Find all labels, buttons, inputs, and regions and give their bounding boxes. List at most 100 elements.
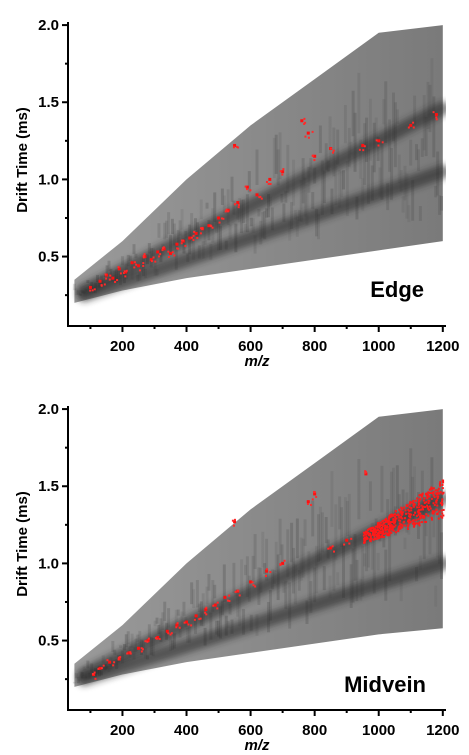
red-cluster-point bbox=[411, 519, 414, 522]
red-cluster-point bbox=[423, 516, 426, 519]
red-feature-point bbox=[412, 121, 415, 124]
x-tick-label: 600 bbox=[238, 338, 263, 355]
red-feature-point bbox=[201, 228, 204, 231]
red-cluster-point bbox=[408, 509, 411, 512]
red-cluster-point bbox=[426, 504, 429, 507]
red-cluster-point bbox=[381, 525, 384, 528]
red-cluster-point bbox=[418, 506, 421, 509]
red-feature-point bbox=[204, 608, 208, 612]
red-cluster-point bbox=[382, 535, 385, 538]
red-cluster-point bbox=[441, 492, 444, 495]
red-cluster-point bbox=[367, 528, 370, 531]
red-cluster-point bbox=[389, 521, 392, 524]
red-cluster-point bbox=[428, 505, 431, 508]
red-cluster-point bbox=[397, 526, 400, 529]
red-cluster-point bbox=[415, 522, 418, 525]
red-cluster-point bbox=[440, 502, 443, 505]
x-tick-label: 1000 bbox=[362, 722, 395, 739]
red-cluster-point bbox=[401, 508, 404, 511]
red-cluster-point bbox=[403, 517, 406, 520]
red-cluster-point bbox=[423, 497, 426, 500]
red-cluster-point bbox=[427, 499, 430, 502]
x-tick-label: 800 bbox=[302, 338, 327, 355]
x-axis-label: m/z bbox=[244, 737, 270, 754]
red-feature-point bbox=[332, 550, 335, 553]
red-feature-point bbox=[193, 230, 196, 233]
red-cluster-point bbox=[365, 531, 368, 534]
red-cluster-point bbox=[400, 515, 403, 518]
red-feature-point bbox=[171, 251, 174, 254]
red-cluster-point bbox=[431, 518, 434, 521]
red-feature-point bbox=[154, 637, 157, 640]
red-cluster-point bbox=[381, 527, 384, 530]
red-feature-point bbox=[313, 490, 316, 493]
red-cluster-point bbox=[406, 525, 409, 528]
red-feature-point bbox=[218, 221, 221, 224]
red-cluster-point bbox=[381, 534, 384, 537]
red-feature-point bbox=[169, 633, 172, 636]
red-cluster-point bbox=[418, 498, 421, 501]
red-cluster-point bbox=[425, 501, 428, 504]
sample-label: Midvein bbox=[344, 672, 426, 697]
red-feature-point bbox=[232, 524, 235, 527]
red-feature-point bbox=[201, 226, 204, 229]
red-cluster-point bbox=[386, 525, 389, 528]
red-cluster-point bbox=[428, 495, 431, 498]
red-feature-point bbox=[175, 623, 179, 627]
red-cluster-point bbox=[441, 479, 444, 482]
red-feature-point bbox=[199, 617, 202, 620]
red-feature-point bbox=[233, 143, 237, 147]
red-feature-point bbox=[133, 266, 136, 269]
red-feature-point bbox=[196, 236, 199, 239]
red-cluster-point bbox=[428, 488, 431, 491]
red-cluster-point bbox=[398, 525, 401, 528]
red-feature-point bbox=[176, 247, 179, 250]
red-cluster-point bbox=[441, 483, 444, 486]
red-cluster-point bbox=[409, 520, 412, 523]
red-cluster-point bbox=[439, 491, 442, 494]
red-feature-point bbox=[226, 208, 230, 212]
y-axis-label: Drift Time (ms) bbox=[14, 491, 31, 597]
red-feature-point bbox=[315, 495, 318, 498]
red-feature-point bbox=[142, 264, 145, 267]
red-cluster-point bbox=[401, 526, 404, 529]
red-feature-point bbox=[117, 266, 120, 269]
red-feature-point bbox=[300, 119, 304, 123]
red-feature-point bbox=[364, 472, 368, 476]
red-cluster-point bbox=[387, 532, 390, 535]
red-feature-point bbox=[108, 278, 111, 281]
red-cluster-point bbox=[374, 528, 377, 531]
red-feature-point bbox=[304, 121, 307, 124]
red-cluster-point bbox=[397, 514, 400, 517]
red-cluster-point bbox=[391, 525, 394, 528]
red-feature-point bbox=[258, 196, 261, 199]
red-feature-point bbox=[127, 651, 131, 655]
red-cluster-point bbox=[423, 506, 426, 509]
red-cluster-point bbox=[405, 504, 408, 507]
red-cluster-point bbox=[421, 507, 424, 510]
red-feature-point bbox=[361, 143, 365, 147]
red-cluster-point bbox=[378, 525, 381, 528]
red-cluster-point bbox=[404, 509, 407, 512]
red-feature-point bbox=[223, 595, 227, 599]
red-cluster-point bbox=[383, 527, 386, 530]
red-cluster-point bbox=[387, 529, 390, 532]
red-cluster-point bbox=[366, 537, 369, 540]
y-tick-label: 2.0 bbox=[38, 17, 59, 34]
red-feature-point bbox=[211, 226, 214, 229]
red-cluster-point bbox=[394, 521, 397, 524]
red-feature-point bbox=[123, 270, 126, 273]
red-feature-point bbox=[91, 672, 94, 675]
red-cluster-point bbox=[381, 528, 384, 531]
red-cluster-point bbox=[399, 527, 402, 530]
red-cluster-point bbox=[419, 512, 422, 515]
red-cluster-point bbox=[442, 508, 445, 511]
red-cluster-point bbox=[420, 495, 423, 498]
red-cluster-point bbox=[430, 488, 433, 491]
plot-area bbox=[72, 409, 446, 687]
red-feature-point bbox=[167, 250, 170, 253]
red-cluster-point bbox=[416, 506, 419, 509]
red-feature-point bbox=[140, 647, 143, 650]
red-cluster-point bbox=[429, 507, 432, 510]
red-cluster-point bbox=[398, 522, 401, 525]
